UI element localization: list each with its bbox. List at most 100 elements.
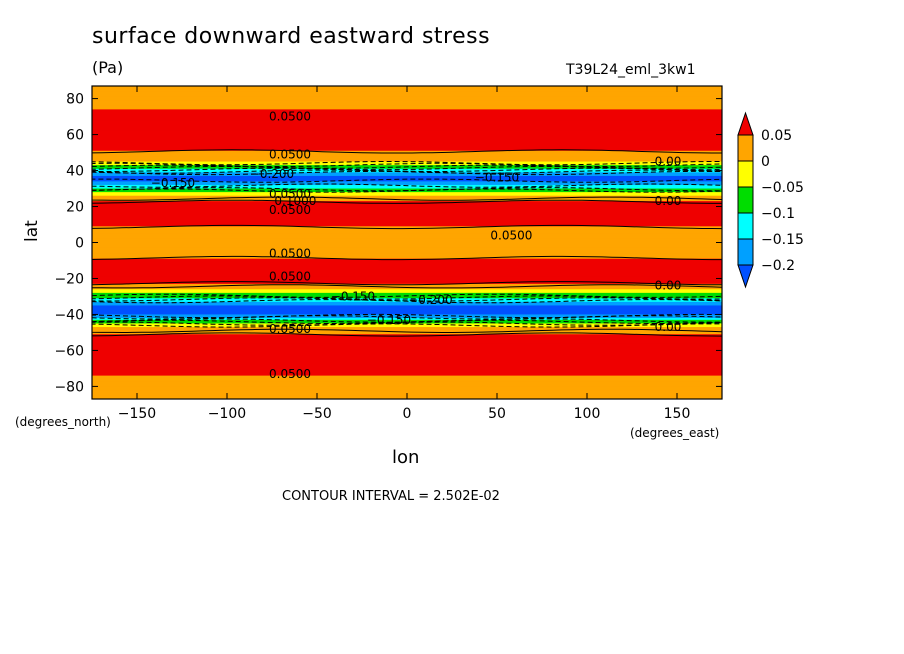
color-band (92, 264, 722, 267)
color-band (92, 377, 722, 380)
color-band (92, 210, 722, 213)
color-band (92, 134, 722, 137)
colorbar-label: −0.15 (761, 232, 804, 248)
color-band (92, 345, 722, 348)
contour-line (92, 297, 722, 302)
color-band (92, 125, 722, 128)
color-band (92, 265, 722, 269)
color-band (92, 256, 722, 260)
colorbar-label: −0.2 (761, 258, 795, 274)
color-band (92, 154, 722, 157)
contour-label: 0.0500 (269, 246, 311, 260)
color-band (92, 280, 722, 283)
contour-line (92, 284, 722, 289)
contour-line (92, 167, 722, 172)
y-tick-label: −40 (54, 307, 84, 323)
contour-line (92, 170, 722, 176)
contour-interval-note: CONTOUR INTERVAL = 2.502E-02 (282, 489, 500, 504)
contour-label: 0.00 (655, 279, 682, 293)
contour-line (92, 224, 722, 230)
color-band (92, 287, 722, 290)
color-band (92, 370, 722, 373)
color-band (92, 240, 722, 244)
colorbar-label: −0.1 (761, 206, 795, 222)
chart-units: (Pa) (92, 58, 124, 77)
contour-label: 0.0500 (490, 228, 532, 242)
color-band (92, 237, 722, 240)
color-band (92, 334, 722, 337)
y-tick-label: −20 (54, 271, 84, 287)
color-band (92, 339, 722, 343)
contour-label: 0.0500 (269, 270, 311, 284)
y-tick-label: 80 (66, 92, 84, 108)
color-band (92, 303, 722, 307)
contour-label: −0.200 (408, 293, 452, 307)
contour-line (92, 295, 722, 300)
color-band (92, 193, 722, 197)
color-band (92, 190, 722, 193)
color-band (92, 112, 722, 116)
x-tick-label: −100 (208, 406, 246, 422)
color-band (92, 159, 722, 163)
colorbar-segment (737, 238, 754, 266)
contour-label: 0.1000 (274, 194, 316, 208)
y-tick-label: 20 (66, 200, 84, 216)
color-band (92, 166, 722, 170)
y-ticks: 80 60 40 20 0 −20 −40 −60 −80 (54, 92, 722, 395)
color-band (92, 208, 722, 211)
color-band (92, 211, 722, 215)
contour-line (92, 183, 722, 188)
color-band (92, 105, 722, 109)
color-band (92, 336, 722, 339)
color-band (92, 181, 722, 184)
color-band (92, 123, 722, 127)
x-axis-units: (degrees_east) (630, 426, 720, 440)
color-band (92, 346, 722, 350)
contour-label: 0.00 (655, 320, 682, 334)
color-band (92, 363, 722, 366)
contour-label: −0.150 (331, 289, 375, 303)
x-tick-label: 100 (574, 406, 601, 422)
contour-label: 0.0500 (269, 322, 311, 336)
color-band (92, 219, 722, 222)
color-band (92, 116, 722, 119)
contour-line (92, 178, 722, 183)
color-band (92, 327, 722, 330)
color-band (92, 174, 722, 177)
contour-label: −0.150 (367, 313, 411, 327)
color-band (92, 361, 722, 364)
color-band (92, 296, 722, 299)
x-tick-label: −50 (302, 406, 332, 422)
contour-line (92, 332, 722, 337)
y-tick-label: 40 (66, 164, 84, 180)
color-band (92, 332, 722, 335)
color-band (92, 235, 722, 238)
color-band (92, 379, 722, 382)
color-bands (92, 86, 722, 399)
x-tick-label: 50 (488, 406, 506, 422)
y-tick-label: −80 (54, 379, 84, 395)
color-band (92, 260, 722, 263)
x-tick-label: 0 (403, 406, 412, 422)
contour-label: 0.00 (655, 155, 682, 169)
color-band (92, 91, 722, 94)
color-band (92, 373, 722, 377)
color-band (92, 195, 722, 199)
color-band (92, 202, 722, 206)
color-band (92, 103, 722, 107)
color-band (92, 127, 722, 130)
color-band (92, 197, 722, 200)
color-band (92, 390, 722, 393)
colorbar-label: −0.05 (761, 180, 804, 196)
color-band (92, 231, 722, 235)
contour-line (92, 166, 722, 171)
colorbar-segment (737, 264, 754, 289)
color-band (92, 217, 722, 220)
color-band (92, 242, 722, 245)
color-band (92, 364, 722, 368)
color-band (92, 172, 722, 175)
colorbar-segment (737, 186, 754, 214)
contour-line (92, 169, 722, 174)
contour-line (92, 299, 722, 304)
